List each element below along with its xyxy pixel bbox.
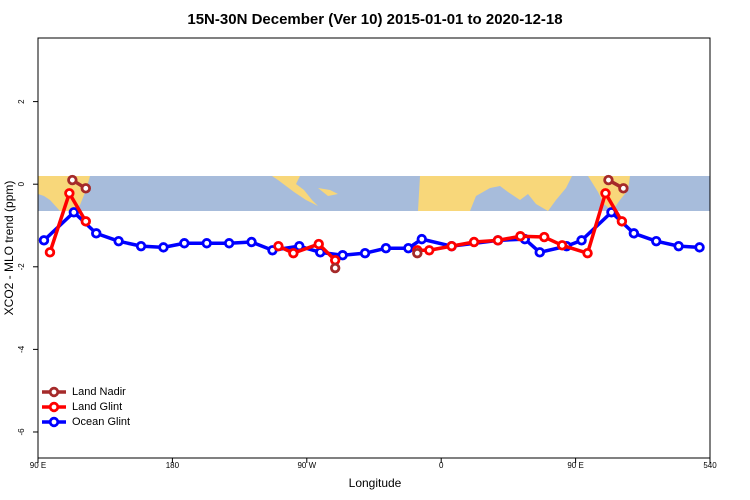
point — [329, 262, 341, 274]
point — [91, 228, 102, 239]
x-tick-label: 0 — [439, 461, 444, 470]
point — [424, 245, 435, 256]
x-tick-label: 90 W — [297, 461, 316, 470]
point — [158, 242, 169, 253]
point — [651, 235, 662, 247]
point — [246, 236, 257, 248]
point — [179, 238, 190, 249]
point — [273, 240, 284, 252]
legend-label: Land Glint — [72, 401, 122, 413]
point — [603, 174, 614, 186]
legend-marker — [48, 386, 60, 398]
land-area — [418, 176, 572, 211]
point — [223, 238, 235, 249]
point — [618, 183, 629, 194]
point — [539, 231, 550, 243]
point — [313, 238, 324, 250]
point — [113, 235, 124, 247]
plot-frame — [37, 37, 711, 459]
point — [38, 235, 50, 246]
legend-label: Ocean Glint — [72, 416, 130, 428]
point — [135, 240, 147, 252]
y-tick-label: 0 — [17, 181, 26, 186]
point — [556, 240, 568, 251]
point — [288, 247, 299, 259]
point — [67, 174, 78, 186]
point — [616, 216, 628, 227]
point — [576, 235, 587, 246]
legend-marker — [48, 401, 60, 413]
point — [446, 240, 457, 252]
y-axis-label: XCO2 - MLO trend (ppm) — [2, 181, 16, 316]
point — [600, 188, 611, 199]
point — [80, 216, 91, 227]
y-tick-label: -4 — [17, 345, 26, 353]
land-area — [272, 176, 318, 206]
point — [337, 250, 348, 261]
land-area — [318, 188, 338, 196]
point — [628, 228, 640, 239]
chart-title: 15N-30N December (Ver 10) 2015-01-01 to … — [187, 11, 562, 28]
point — [359, 247, 371, 259]
x-tick-label: 180 — [166, 461, 180, 470]
point — [201, 238, 212, 249]
point — [673, 240, 684, 252]
point — [468, 236, 480, 248]
x-tick-label: 540 — [703, 461, 717, 470]
x-axis-label: Longitude — [349, 476, 402, 490]
point — [44, 247, 56, 258]
point — [515, 231, 526, 242]
point — [694, 242, 705, 253]
x-tick-label: 90 E — [30, 461, 46, 470]
y-tick-label: -2 — [17, 263, 26, 271]
point — [582, 247, 593, 259]
x-tick-label: 90 E — [567, 461, 583, 470]
point — [64, 188, 75, 199]
point — [80, 183, 91, 194]
y-tick-label: -6 — [17, 428, 26, 436]
y-tick-label: 2 — [17, 99, 26, 104]
legend: Land Nadir Land Glint Ocean Glint — [42, 386, 130, 428]
point — [380, 243, 392, 254]
point — [492, 235, 504, 246]
point — [68, 207, 80, 218]
legend-marker — [48, 416, 60, 428]
point — [416, 233, 427, 245]
point — [403, 243, 414, 254]
point — [412, 247, 423, 259]
point — [534, 247, 545, 258]
legend-label: Land Nadir — [72, 386, 126, 398]
